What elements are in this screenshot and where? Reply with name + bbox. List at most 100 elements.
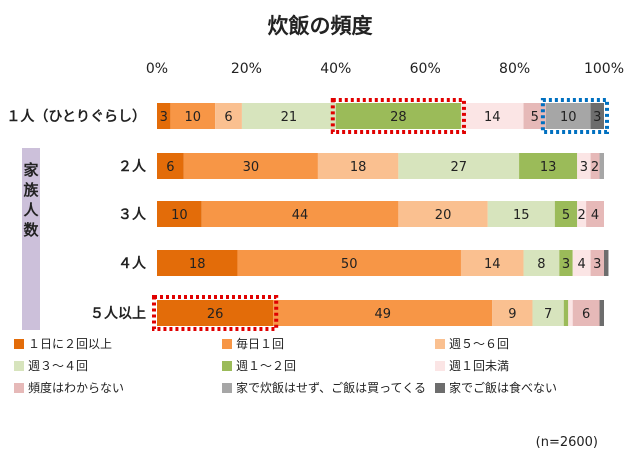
- data-label: 3: [580, 160, 588, 175]
- bar-segment: [590, 103, 604, 129]
- legend-label: 家でご飯は食べない: [449, 380, 557, 395]
- data-label: 14: [484, 257, 501, 272]
- x-axis-ticks: 0% 20% 40% 60% 80% 100%: [146, 61, 624, 77]
- data-label: 5: [562, 208, 570, 223]
- bar-segment: [215, 103, 242, 129]
- data-label: 9: [508, 307, 516, 322]
- data-label: 6: [224, 110, 232, 125]
- bar-segment: [523, 250, 560, 276]
- bar-segment: [492, 300, 533, 326]
- side-label-group: 家族人数: [22, 148, 40, 330]
- data-label: 4: [578, 257, 586, 272]
- data-label: 13: [540, 160, 557, 175]
- legend-swatch: [222, 361, 232, 371]
- data-label: 4: [591, 208, 599, 223]
- bar-segment: [563, 300, 569, 326]
- bar-segment: [157, 103, 171, 129]
- bar-segment: [554, 201, 578, 227]
- data-label: 10: [171, 208, 188, 223]
- highlight-box: [152, 295, 279, 331]
- legend-label: １日に２回以上: [28, 337, 112, 351]
- bar-segment: [398, 201, 488, 227]
- data-label: 3: [593, 110, 601, 125]
- data-label: 6: [166, 160, 174, 175]
- data-label: 18: [350, 160, 367, 175]
- legend-label: 週１～２回: [236, 359, 296, 373]
- category-label: ４人: [118, 255, 147, 272]
- data-label: 20: [435, 208, 452, 223]
- data-label: 18: [189, 257, 206, 272]
- bar-segment: [599, 153, 604, 179]
- category-labels: １人（ひとりぐらし） ２人 ３人 ４人 ５人以上: [6, 108, 147, 322]
- bar-segment: [273, 300, 493, 326]
- data-label: 21: [281, 110, 298, 125]
- data-label: 44: [292, 208, 309, 223]
- legend-swatch: [14, 339, 24, 349]
- bar-segment: [157, 250, 238, 276]
- legend-swatch: [222, 383, 232, 393]
- highlight-box: [540, 98, 610, 134]
- data-label: 3: [593, 257, 601, 272]
- bar-segment: [577, 153, 591, 179]
- legend-swatch: [14, 361, 24, 371]
- bar-segment: [577, 201, 587, 227]
- x-tick-label: 40%: [320, 61, 351, 77]
- data-label: 3: [160, 110, 168, 125]
- x-tick-label: 0%: [146, 61, 168, 77]
- side-label-bar: [22, 148, 40, 330]
- data-label: 26: [207, 307, 224, 322]
- bar-segment: [157, 201, 202, 227]
- data-label: 30: [243, 160, 260, 175]
- data-label: 7: [544, 307, 552, 322]
- data-label: 10: [184, 110, 201, 125]
- bar-segment: [572, 300, 600, 326]
- legend-swatch: [435, 383, 445, 393]
- data-label: 3: [562, 257, 570, 272]
- highlight-box: [330, 98, 466, 134]
- x-tick-label: 60%: [410, 61, 441, 77]
- bar-segment: [183, 153, 318, 179]
- category-label: １人（ひとりぐらし）: [6, 108, 146, 125]
- category-label: ５人以上: [90, 305, 146, 322]
- bars: 3 10 6 21 28 14 5 10 36 30 18 27 13 3 210 44 20 15 5 2 418 50…: [157, 103, 609, 326]
- legend-label: 家で炊飯はせず、ご飯は買ってくる: [236, 380, 426, 395]
- category-label: ３人: [118, 206, 147, 223]
- data-label: 27: [450, 160, 467, 175]
- data-label: 15: [513, 208, 530, 223]
- x-tick-label: 100%: [584, 61, 624, 77]
- bar-segment: [590, 153, 600, 179]
- side-label: 家族人数: [23, 161, 39, 239]
- sample-size-note: (n=2600): [536, 435, 598, 450]
- legend-swatch: [435, 361, 445, 371]
- bar-segment: [559, 250, 573, 276]
- data-label: 14: [484, 110, 501, 125]
- bar-segment: [586, 201, 604, 227]
- bar-segment: [335, 103, 461, 129]
- bar-segment: [460, 250, 524, 276]
- bar-segment: [568, 300, 573, 326]
- bar-segment: [157, 300, 274, 326]
- bar-segment: [572, 250, 591, 276]
- bar-segment: [241, 103, 336, 129]
- bar-segment: [545, 103, 591, 129]
- bar-segment: [604, 250, 609, 276]
- bar-segment: [599, 300, 604, 326]
- bar-segment: [398, 153, 520, 179]
- category-label: ２人: [118, 158, 147, 175]
- x-tick-label: 80%: [499, 61, 530, 77]
- data-label: 2: [578, 208, 586, 223]
- bar-segment: [317, 153, 399, 179]
- legend-label: 頻度はわからない: [28, 380, 124, 395]
- bar-segment: [237, 250, 461, 276]
- legend-label: 週１回未満: [449, 359, 509, 373]
- legend-swatch: [14, 383, 24, 393]
- data-label: 10: [560, 110, 577, 125]
- data-label: 50: [341, 257, 358, 272]
- data-label: 49: [374, 307, 391, 322]
- bar-segment: [519, 153, 578, 179]
- legend-label: 週５～６回: [449, 337, 509, 351]
- bar-segment: [590, 250, 604, 276]
- legend-swatch: [435, 339, 445, 349]
